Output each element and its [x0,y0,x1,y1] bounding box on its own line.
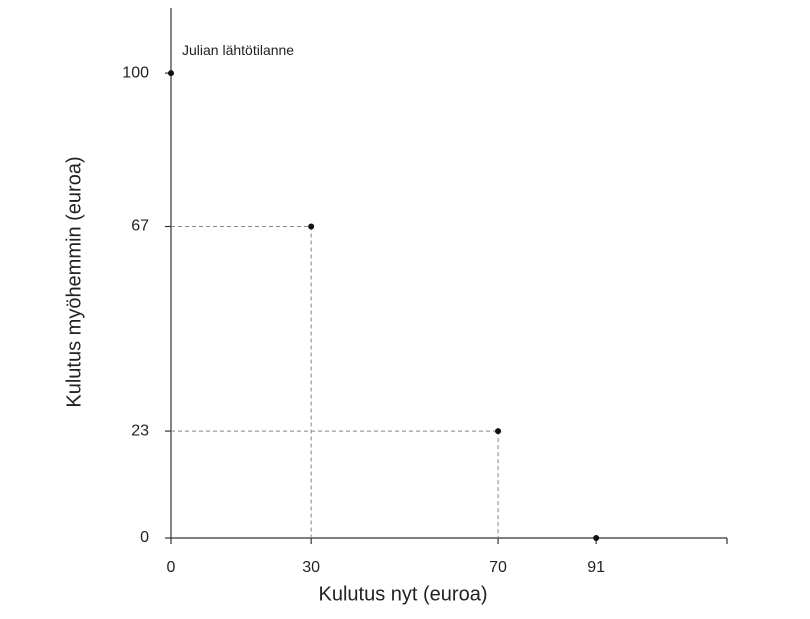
y-tick-label: 0 [140,529,149,546]
y-tick-label: 100 [122,64,149,81]
x-axis-title: Kulutus nyt (euroa) [319,583,488,605]
y-tick-label: 23 [131,422,149,439]
x-tick-label: 30 [302,559,320,576]
point [308,223,315,230]
x-tick-label: 70 [489,559,507,576]
x-tick-label: 0 [167,559,176,576]
y-tick-label: 67 [131,218,149,235]
y-axis-title: Kulutus myöhemmin (euroa) [63,156,85,407]
point [593,535,600,541]
point [495,428,502,435]
annotation: Julian lähtötilanne [182,42,294,58]
x-tick-label: 91 [587,559,605,576]
point [168,70,174,77]
